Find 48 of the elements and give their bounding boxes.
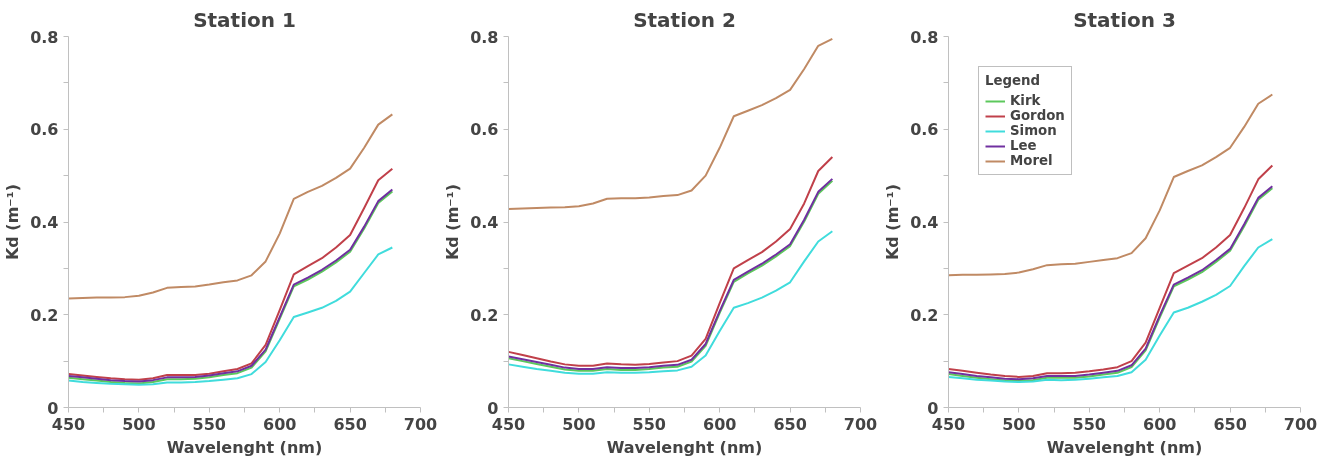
y-tick-label: 0.2 — [30, 305, 59, 325]
legend-label: Morel — [1010, 153, 1053, 168]
line-series — [68, 246, 394, 386]
y-tick-label: 0.4 — [470, 213, 499, 232]
x-tick-label: 600 — [263, 414, 297, 434]
x-tick-label: 550 — [1072, 414, 1107, 434]
x-tick-label: 550 — [632, 414, 667, 434]
y-tick-label: 0.6 — [910, 120, 939, 140]
y-tick-label: 0.8 — [910, 27, 939, 47]
x-tick-label: 550 — [192, 414, 227, 434]
line-series — [68, 113, 394, 300]
x-tick-label: 700 — [1283, 414, 1318, 434]
y-tick-label: 0.4 — [910, 213, 939, 232]
x-tick-label: 600 — [1143, 414, 1177, 434]
legend-label: Kirk — [1010, 93, 1041, 108]
y-axis-title: Kd (m⁻¹) — [883, 183, 903, 261]
x-tick-label: 700 — [843, 414, 878, 434]
x-tick-label: 650 — [333, 414, 367, 434]
x-tick-label: 650 — [773, 414, 807, 434]
line-series — [948, 238, 1274, 383]
chart-title: Station 3 — [1073, 7, 1176, 32]
x-tick-label: 500 — [122, 414, 156, 434]
y-tick-label: 0.8 — [470, 27, 499, 47]
y-tick-label: 0.2 — [470, 305, 499, 325]
line-series — [948, 93, 1274, 277]
x-tick-label: 500 — [1002, 414, 1036, 434]
legend-label: Gordon — [1010, 108, 1065, 123]
y-axis-title: Kd (m⁻¹) — [443, 183, 463, 261]
line-series — [508, 230, 834, 375]
x-axis-title: Wavelenght (nm) — [1046, 437, 1203, 457]
legend-label: Lee — [1010, 138, 1037, 153]
line-series — [508, 37, 834, 211]
x-tick-label: 600 — [703, 414, 737, 434]
x-axis-title: Wavelenght (nm) — [166, 437, 323, 457]
chart-title: Station 2 — [633, 7, 736, 32]
y-tick-label: 0.2 — [910, 305, 939, 325]
y-tick-label: 0.6 — [470, 120, 499, 140]
x-tick-label: 500 — [562, 414, 596, 434]
x-tick-label: 700 — [403, 414, 438, 434]
x-tick-label: 650 — [1213, 414, 1247, 434]
x-axis-title: Wavelenght (nm) — [606, 437, 763, 457]
y-tick-label: 0.4 — [30, 213, 59, 232]
legend-label: Simon — [1010, 123, 1057, 138]
chart-title: Station 1 — [193, 7, 296, 32]
y-tick-label: 0.8 — [30, 27, 59, 47]
legend-title: Legend — [985, 73, 1042, 88]
y-axis-title: Kd (m⁻¹) — [3, 183, 23, 261]
y-tick-label: 0.6 — [30, 120, 59, 140]
